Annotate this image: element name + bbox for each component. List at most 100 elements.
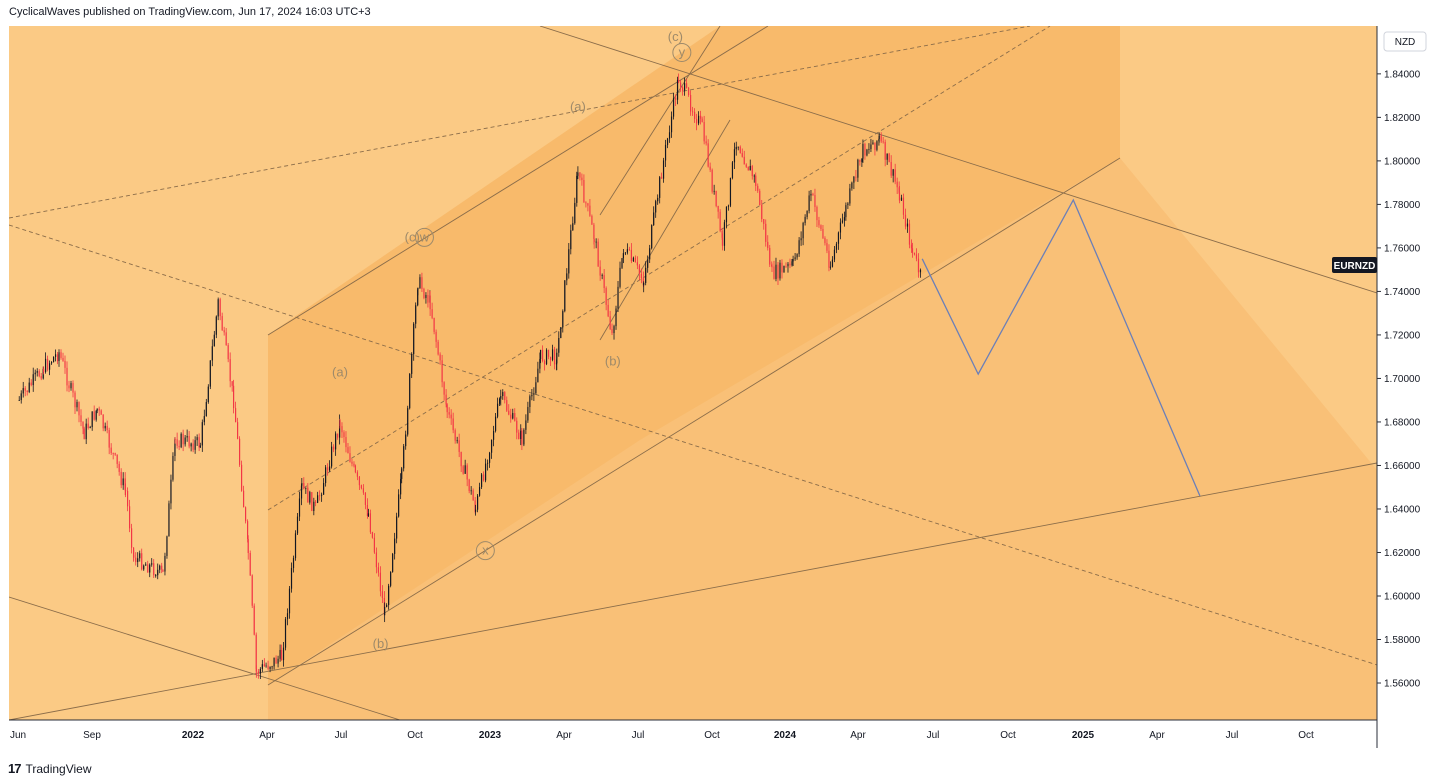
time-tick-label: Oct xyxy=(407,730,423,741)
tradingview-footer: 17 TradingView xyxy=(8,761,92,776)
candle-body xyxy=(787,263,789,267)
descending-resistance-line[interactable] xyxy=(539,26,1377,294)
candle-body xyxy=(356,472,359,477)
descending-dashed-line[interactable] xyxy=(9,224,1377,666)
candle-body xyxy=(535,382,537,394)
candle-body xyxy=(577,172,579,176)
time-tick-label: Jul xyxy=(1226,730,1239,741)
candle-body xyxy=(902,197,905,215)
candle-body xyxy=(188,435,190,447)
candle-body xyxy=(692,111,694,113)
candle-body xyxy=(794,257,796,260)
candle-body xyxy=(28,382,30,392)
candle-body xyxy=(709,166,711,170)
long-support-line[interactable] xyxy=(9,462,1377,720)
candle-body xyxy=(249,553,251,576)
candle-body xyxy=(882,141,884,143)
candle-body xyxy=(390,571,392,586)
candle-body xyxy=(670,116,673,133)
candle-body xyxy=(884,141,886,160)
candlestick-series[interactable] xyxy=(18,73,922,680)
candle-body xyxy=(207,386,209,403)
candle-body xyxy=(301,483,303,486)
channel-lower-line[interactable] xyxy=(267,157,1121,686)
inner-channel-upper-line[interactable] xyxy=(599,26,721,216)
candle-body xyxy=(572,223,574,231)
candle-body xyxy=(333,446,335,450)
candle-body xyxy=(839,222,842,233)
candle-body xyxy=(496,403,499,417)
candle-body xyxy=(341,426,343,433)
rising-dashed-line[interactable] xyxy=(9,26,1031,219)
candle-body xyxy=(198,437,200,448)
candle-body xyxy=(335,433,337,450)
candle-body xyxy=(194,440,196,450)
currency-badge[interactable] xyxy=(1383,31,1427,52)
candle-body xyxy=(127,490,129,507)
candle-body xyxy=(721,237,724,246)
wave-label: (a) xyxy=(332,364,348,379)
candle-body xyxy=(269,667,271,669)
projected-path[interactable] xyxy=(921,198,1201,497)
candle-body xyxy=(719,211,721,231)
candle-body xyxy=(587,203,589,206)
candle-body xyxy=(791,261,793,266)
descending-lower-line[interactable] xyxy=(9,596,401,720)
candle-body xyxy=(494,416,497,431)
candle-body xyxy=(294,533,297,559)
candle-body xyxy=(446,404,448,413)
candle-body xyxy=(271,666,273,668)
candle-body xyxy=(737,146,739,148)
candle-body xyxy=(48,363,51,370)
candle-body xyxy=(492,430,495,440)
candle-body xyxy=(757,185,759,191)
candle-body xyxy=(549,356,552,360)
price-tick-label: 1.76000 xyxy=(1384,243,1421,254)
channel-upper-line[interactable] xyxy=(267,26,769,336)
candle-body xyxy=(829,266,832,268)
time-axis[interactable]: Jun Sep 2022 Apr Jul Oct 2023 Apr Jul Oct 2024 Apr J… xyxy=(10,730,1314,741)
candle-body xyxy=(490,439,493,453)
candle-body xyxy=(118,463,120,472)
candle-body xyxy=(763,219,765,224)
candle-body xyxy=(186,435,188,438)
plot-area[interactable]: (c)y(a)(c) w(a)(b)x(b) xyxy=(9,26,1377,720)
candle-body xyxy=(696,119,698,124)
candle-body xyxy=(539,349,542,360)
candle-body xyxy=(605,288,607,305)
candle-body xyxy=(703,122,705,142)
candle-body xyxy=(273,657,275,667)
candle-body xyxy=(862,143,864,159)
time-tick-label: Apr xyxy=(259,730,275,741)
candle-body xyxy=(835,243,838,250)
candle-body xyxy=(282,647,285,661)
candle-body xyxy=(454,430,456,441)
candle-body xyxy=(403,446,405,469)
candle-body xyxy=(603,275,605,289)
candle-body xyxy=(261,664,263,669)
candle-body xyxy=(161,565,163,570)
price-tick-label: 1.72000 xyxy=(1384,330,1421,341)
candle-body xyxy=(91,411,93,428)
channel-mid-dashed-line[interactable] xyxy=(267,26,1051,511)
candle-body xyxy=(66,367,68,386)
candle-body xyxy=(562,311,564,328)
candle-body xyxy=(698,115,700,124)
candle-body xyxy=(164,555,166,572)
candle-body xyxy=(751,165,753,177)
price-axis[interactable]: 1.84000 1.82000 1.80000 1.78000 1.76000 1.740… xyxy=(1377,69,1421,690)
price-tick-label: 1.68000 xyxy=(1384,417,1421,428)
candle-body xyxy=(72,383,74,393)
candle-body xyxy=(44,358,47,372)
candle-body xyxy=(439,354,441,361)
candle-body xyxy=(599,266,601,276)
candle-body xyxy=(259,668,261,674)
candle-body xyxy=(38,371,40,377)
candle-body xyxy=(595,241,597,243)
candle-body xyxy=(628,249,630,251)
candle-body xyxy=(124,478,126,491)
candle-body xyxy=(747,166,749,171)
candle-body xyxy=(219,299,221,317)
candle-body xyxy=(388,585,390,606)
